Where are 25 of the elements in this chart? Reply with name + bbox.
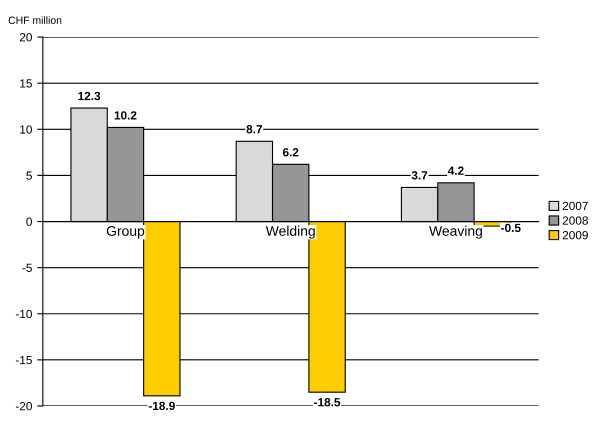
y-tick-label: 10 xyxy=(20,125,32,134)
y-tick-label: -20 xyxy=(16,402,32,410)
data-label: 10.2 xyxy=(114,111,136,120)
data-label: -0.5 xyxy=(501,224,521,232)
legend-label: 2009 xyxy=(562,230,588,240)
data-label: -18.9 xyxy=(148,402,175,410)
data-label: 3.7 xyxy=(412,171,428,180)
y-tick-label: 15 xyxy=(20,79,32,88)
y-tick-label: -15 xyxy=(16,356,32,364)
legend-label: 2007 xyxy=(562,202,588,210)
y-tick-label: -10 xyxy=(16,310,32,318)
data-label: 4.2 xyxy=(448,166,464,175)
y-tick-label: 0 xyxy=(26,218,32,226)
x-tick-label: Welding xyxy=(266,226,315,239)
legend-label: 2008 xyxy=(562,216,588,225)
x-tick-label: Weaving xyxy=(429,226,482,239)
y-tick-label: 20 xyxy=(20,33,32,42)
y-tick-label: 5 xyxy=(26,172,32,180)
y-axis-title: CHF million xyxy=(8,16,62,24)
data-label: 8.7 xyxy=(246,125,262,134)
data-label: 12.3 xyxy=(78,92,100,100)
x-tick-label: Group xyxy=(106,226,144,239)
data-label: -18.5 xyxy=(314,398,340,406)
data-label: 6.2 xyxy=(282,148,298,156)
y-tick-label: -5 xyxy=(22,264,32,272)
